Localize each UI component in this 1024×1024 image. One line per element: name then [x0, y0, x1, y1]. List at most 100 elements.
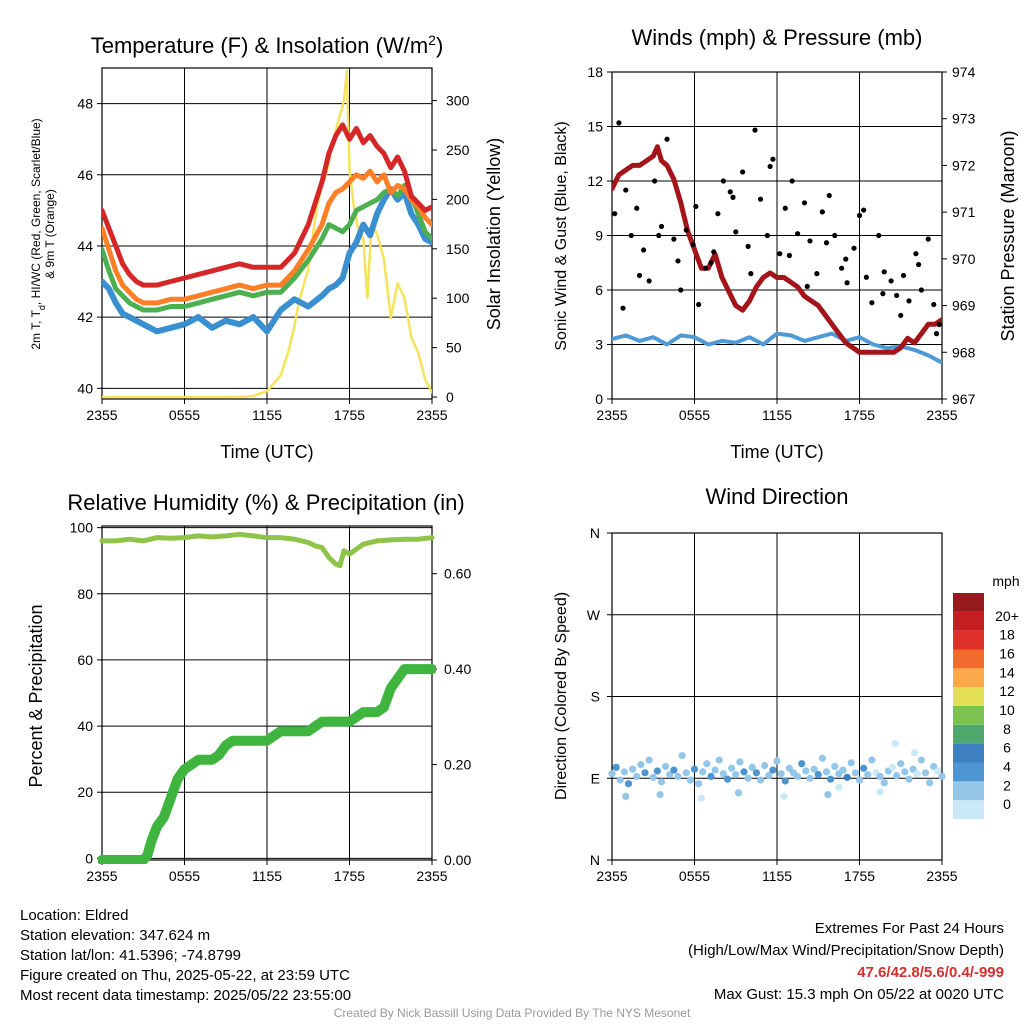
y2-tick-label: 200: [446, 191, 470, 207]
y2-tick-label: 0.60: [444, 566, 471, 582]
legend-label: 0: [1003, 796, 1011, 812]
wind-series: [612, 120, 942, 365]
direction-point: [769, 766, 777, 774]
direction-point: [781, 777, 789, 785]
gust-point: [876, 232, 882, 239]
speed-legend: mph 0 2 4 6 8 10 12 14 16 18 20+: [953, 573, 1020, 819]
direction-point: [624, 780, 633, 788]
direction-point: [736, 758, 744, 766]
direction-point: [641, 769, 649, 777]
figure-created: Figure created on Thu, 2025-05-22, at 23…: [20, 967, 350, 984]
direction-point: [629, 765, 637, 773]
y-tick-label: 0: [85, 850, 93, 866]
y-tick-label: S: [591, 689, 600, 705]
direction-point: [674, 772, 682, 781]
gust-point: [612, 211, 618, 217]
y-tick-label: 80: [77, 586, 93, 602]
direction-point: [744, 774, 752, 782]
y-tick-label: 40: [77, 380, 93, 396]
legend-label: 2: [1003, 777, 1011, 793]
gust-point: [863, 274, 869, 280]
gust-point: [832, 232, 838, 239]
gust-point: [628, 232, 634, 239]
direction-point: [678, 751, 686, 760]
legend-swatch: [953, 743, 984, 763]
direction-point: [839, 766, 847, 774]
legend-swatch: [953, 687, 984, 706]
gust-point: [767, 163, 773, 170]
chart-title: Temperature (F) & Insolation (W/m2): [91, 32, 444, 58]
y2-tick-label: 300: [446, 93, 470, 109]
y-tick-label: 46: [77, 167, 93, 183]
direction-point: [608, 770, 616, 778]
direction-point: [818, 754, 826, 762]
direction-point: [748, 763, 756, 771]
y-tick-label: N: [590, 852, 600, 868]
precip-series: [98, 664, 436, 864]
direction-point: [913, 770, 921, 778]
direction-point: [777, 770, 785, 778]
station-latlon: Station lat/lon: 41.5396; -74.8799: [20, 947, 242, 964]
legend-label: 6: [1003, 740, 1011, 756]
direction-point: [798, 760, 806, 768]
gust-point: [839, 265, 845, 271]
temperature-series: [102, 69, 432, 399]
chart-title: Relative Humidity (%) & Precipitation (i…: [67, 490, 464, 515]
direction-point: [843, 773, 851, 781]
direction-point: [719, 770, 727, 778]
y2-tick-label: 50: [446, 340, 462, 356]
gust-point: [675, 258, 681, 264]
direction-point: [910, 749, 919, 757]
y-tick-label: W: [587, 607, 601, 623]
direction-point: [723, 775, 732, 783]
gust-point: [693, 203, 699, 210]
x-tick-label: 1755: [334, 407, 365, 423]
direction-point: [662, 762, 670, 771]
x-tick-label: 2355: [416, 407, 447, 423]
gust-point: [656, 232, 662, 239]
direction-point: [891, 740, 899, 748]
y-axis-label: Direction (Colored By Speed): [553, 592, 570, 800]
legend-swatch: [953, 706, 984, 725]
direction-point: [860, 764, 868, 772]
gust-point: [801, 200, 808, 206]
y-axis-label-rest: , HI/WC (Red, Green, Scarlet/Blue): [29, 118, 43, 305]
gust-point: [936, 321, 942, 328]
y-tick-label: 18: [587, 64, 603, 80]
direction-point: [711, 766, 719, 774]
x-tick-label: 0555: [679, 868, 710, 884]
direction-point: [831, 762, 839, 771]
direction-point: [765, 771, 773, 780]
gust-point: [851, 245, 857, 251]
y2-tick-label: 968: [952, 344, 976, 360]
y2-tick-label: 967: [952, 391, 976, 407]
gust-point: [770, 156, 776, 162]
station-location: Location: Eldred: [20, 907, 129, 924]
gust-point: [843, 256, 849, 262]
gust-point: [727, 189, 733, 195]
gust-point: [880, 291, 886, 297]
direction-point: [616, 776, 624, 784]
direction-point: [876, 788, 884, 796]
direction-point: [888, 763, 897, 771]
y-tick-label: 9: [595, 228, 603, 244]
extremes-subtitle: (High/Low/Max Wind/Precipitation/Snow De…: [688, 942, 1004, 959]
direction-point: [732, 771, 740, 779]
legend-label: 14: [999, 664, 1015, 680]
direction-point: [880, 779, 888, 787]
direction-point: [740, 768, 748, 776]
legend-swatch: [953, 630, 984, 650]
direction-point: [934, 767, 942, 775]
x-tick-label: 1755: [334, 868, 365, 884]
direction-point: [806, 774, 814, 782]
x-tick-label: 2355: [596, 868, 627, 884]
rh-series: [99, 531, 435, 569]
y-tick-label: 40: [77, 718, 93, 734]
direction-point: [780, 792, 788, 801]
gust-point: [900, 272, 907, 279]
direction-point: [893, 771, 901, 780]
gust-point: [702, 265, 709, 271]
direction-point: [752, 769, 760, 777]
direction-point: [728, 764, 736, 772]
